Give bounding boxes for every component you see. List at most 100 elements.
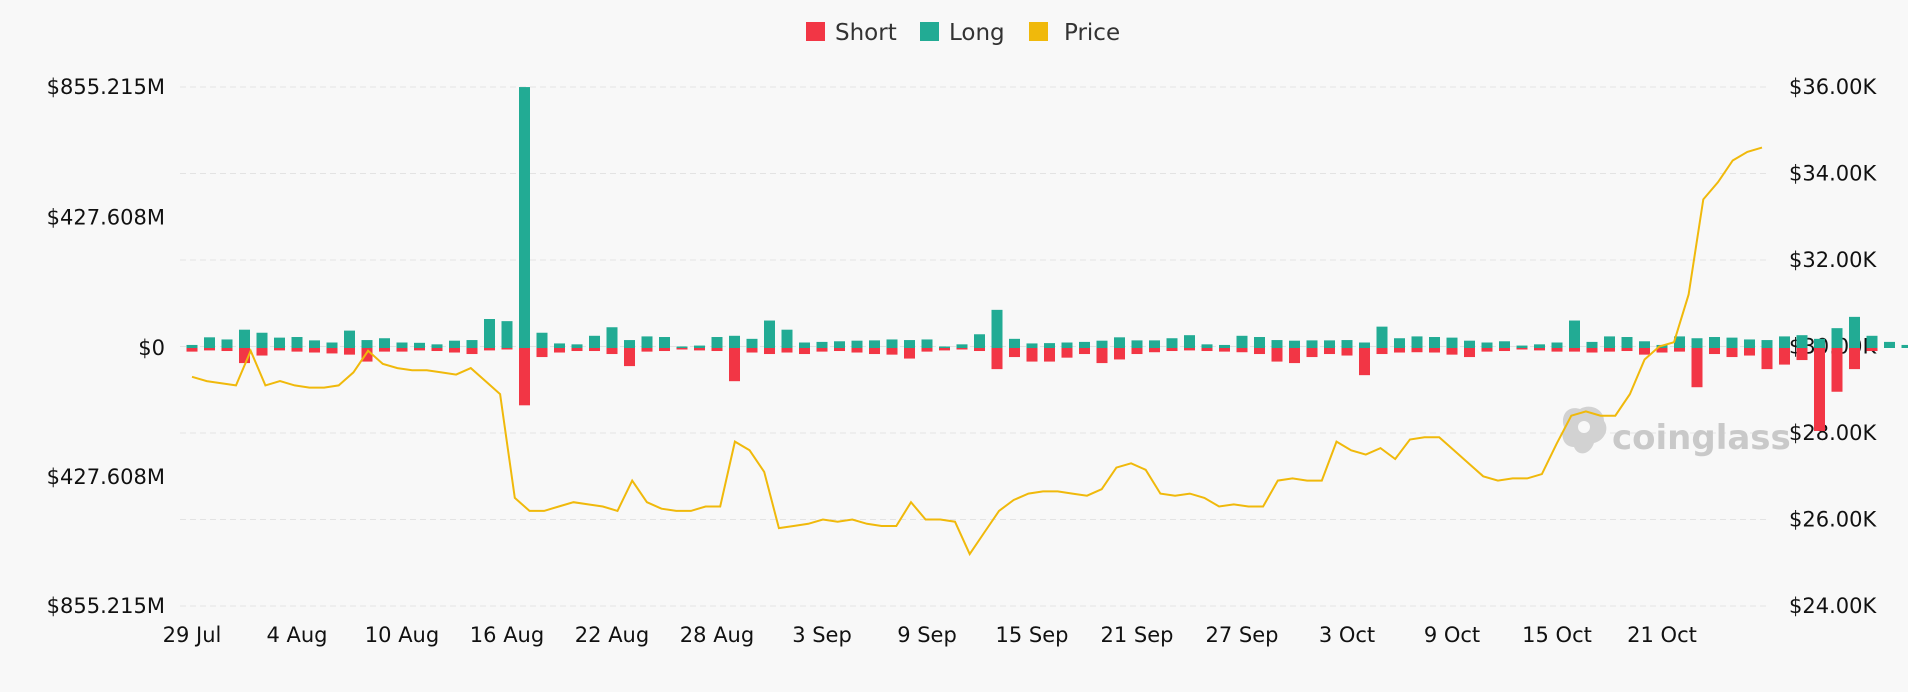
long-bar[interactable]	[274, 337, 285, 348]
long-bar[interactable]	[239, 329, 250, 348]
long-bar[interactable]	[396, 342, 408, 348]
short-bar[interactable]	[1271, 348, 1283, 362]
short-bar[interactable]	[1026, 348, 1038, 362]
short-bar[interactable]	[274, 348, 285, 351]
long-bar[interactable]	[186, 344, 198, 348]
short-bar[interactable]	[1254, 348, 1265, 355]
long-bar[interactable]	[904, 340, 915, 348]
legend-item-short[interactable]: Short	[806, 20, 897, 46]
long-bar[interactable]	[501, 321, 513, 348]
short-bar[interactable]	[204, 348, 215, 351]
short-bar[interactable]	[414, 348, 425, 351]
short-bar[interactable]	[309, 348, 320, 353]
short-bar[interactable]	[834, 348, 845, 352]
short-bar[interactable]	[921, 348, 933, 352]
long-bar[interactable]	[1551, 342, 1563, 348]
long-bar[interactable]	[1499, 341, 1510, 348]
long-bar[interactable]	[536, 332, 548, 348]
long-bar[interactable]	[1814, 338, 1825, 348]
legend[interactable]: Short Long Price	[806, 20, 1120, 46]
short-bar[interactable]	[641, 348, 653, 352]
short-bar[interactable]	[1481, 348, 1493, 352]
short-bar[interactable]	[816, 348, 828, 352]
short-bar[interactable]	[519, 348, 530, 406]
long-bar[interactable]	[1376, 326, 1388, 348]
short-bar[interactable]	[1376, 348, 1388, 355]
short-bar[interactable]	[1464, 348, 1475, 358]
short-bar[interactable]	[1691, 348, 1703, 388]
short-bar[interactable]	[1061, 348, 1073, 358]
long-bar[interactable]	[1254, 337, 1265, 348]
short-bar[interactable]	[1114, 348, 1125, 360]
short-bar[interactable]	[361, 348, 373, 362]
long-bar[interactable]	[1219, 344, 1230, 348]
long-bar[interactable]	[1709, 337, 1720, 348]
long-bar[interactable]	[1114, 337, 1125, 348]
short-bar[interactable]	[571, 348, 583, 352]
long-bar[interactable]	[1761, 340, 1773, 348]
long-bar[interactable]	[1289, 340, 1300, 348]
short-bar[interactable]	[326, 348, 338, 354]
short-bar[interactable]	[1849, 348, 1860, 370]
long-bar[interactable]	[1306, 340, 1318, 348]
short-bar[interactable]	[431, 348, 443, 352]
short-bar[interactable]	[1429, 348, 1440, 353]
long-bar[interactable]	[361, 340, 373, 348]
long-bar[interactable]	[309, 340, 320, 348]
long-bar[interactable]	[746, 338, 758, 348]
long-bar[interactable]	[1726, 337, 1738, 348]
long-bar[interactable]	[291, 337, 303, 348]
short-bar[interactable]	[1324, 348, 1335, 355]
short-bar[interactable]	[1166, 348, 1178, 352]
short-bar[interactable]	[1446, 348, 1458, 355]
short-bar[interactable]	[1551, 348, 1563, 352]
long-bar[interactable]	[956, 344, 968, 348]
long-bar[interactable]	[1796, 335, 1808, 348]
short-bar[interactable]	[449, 348, 460, 353]
long-bar[interactable]	[1149, 340, 1160, 348]
short-bar[interactable]	[1586, 348, 1598, 353]
long-bar[interactable]	[991, 309, 1003, 348]
short-bar[interactable]	[1009, 348, 1020, 358]
short-bar[interactable]	[1079, 348, 1090, 355]
short-bar[interactable]	[886, 348, 898, 355]
long-bar[interactable]	[589, 335, 600, 348]
long-bar[interactable]	[1411, 336, 1423, 348]
long-bar[interactable]	[1324, 340, 1335, 348]
long-bar[interactable]	[221, 339, 233, 348]
long-bar[interactable]	[1429, 337, 1440, 348]
long-bar[interactable]	[624, 340, 635, 348]
long-bar[interactable]	[1691, 338, 1703, 348]
short-bar[interactable]	[1149, 348, 1160, 353]
short-bar[interactable]	[1639, 348, 1650, 355]
long-bar[interactable]	[939, 346, 950, 348]
short-bar[interactable]	[501, 348, 513, 350]
short-bar[interactable]	[729, 348, 740, 382]
long-bar[interactable]	[1359, 342, 1370, 348]
short-bar[interactable]	[1044, 348, 1055, 362]
short-bar[interactable]	[1516, 348, 1528, 350]
short-bar[interactable]	[1534, 348, 1545, 351]
short-bar[interactable]	[1656, 348, 1668, 353]
long-bar[interactable]	[1831, 328, 1843, 348]
short-bar[interactable]	[466, 348, 478, 355]
long-bar[interactable]	[344, 330, 355, 348]
long-bar[interactable]	[1131, 340, 1143, 348]
long-bar[interactable]	[1341, 340, 1353, 348]
short-bar[interactable]	[186, 348, 198, 352]
long-bar[interactable]	[1516, 345, 1528, 348]
long-bar[interactable]	[379, 338, 390, 348]
long-bar[interactable]	[1674, 336, 1685, 348]
long-bar[interactable]	[974, 334, 985, 348]
long-bar[interactable]	[484, 319, 495, 348]
short-bar[interactable]	[1796, 348, 1808, 361]
short-bar[interactable]	[1674, 348, 1685, 352]
long-bar[interactable]	[256, 332, 268, 348]
long-bar[interactable]	[431, 344, 443, 348]
short-bar[interactable]	[1341, 348, 1353, 356]
long-bar[interactable]	[1201, 344, 1213, 348]
short-bar[interactable]	[676, 348, 688, 350]
long-bar[interactable]	[1849, 316, 1860, 348]
long-bar[interactable]	[1394, 338, 1405, 348]
long-bar[interactable]	[886, 339, 898, 348]
